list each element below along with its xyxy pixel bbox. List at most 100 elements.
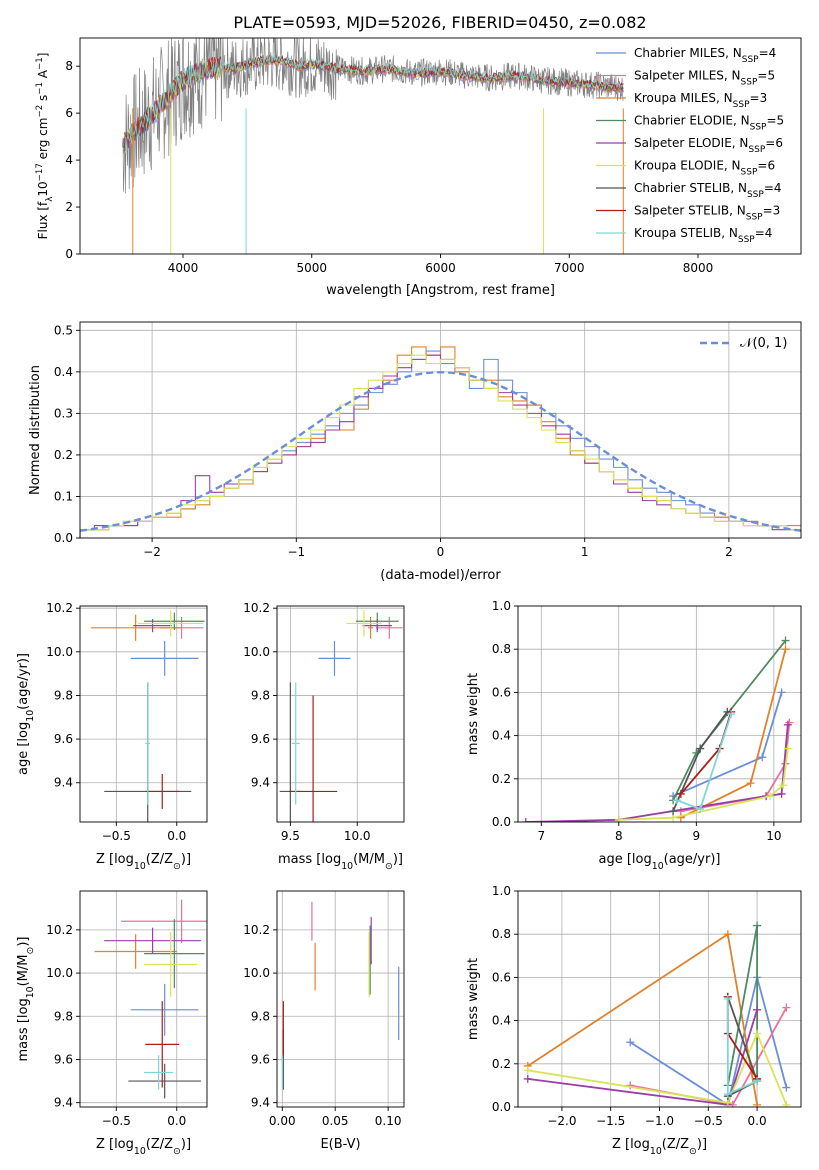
y-tick-label: 2 xyxy=(65,200,73,214)
x-tick-label: 0.05 xyxy=(322,1114,349,1128)
legend-label: Kroupa MILES, NSSP=3 xyxy=(634,91,767,110)
error-bar-point xyxy=(318,640,351,676)
weight-marker xyxy=(783,720,792,729)
y-tick-label: 6 xyxy=(65,106,73,120)
axes-frame xyxy=(276,605,405,823)
y-axis-label: mass weight xyxy=(466,673,481,755)
x-tick-label: 2 xyxy=(725,545,733,559)
weight-marker xyxy=(669,807,678,816)
x-tick-label: 7 xyxy=(537,829,545,843)
weight-marker xyxy=(782,1003,791,1012)
x-tick-label: −1.0 xyxy=(645,1114,674,1128)
weight-marker xyxy=(779,781,788,790)
y-tick-label: 10.0 xyxy=(46,645,73,659)
weight-line xyxy=(527,1031,788,1106)
error-bar-point xyxy=(121,899,207,943)
error-bar-point xyxy=(144,612,205,630)
y-tick-label: 0.2 xyxy=(492,772,511,786)
y-tick-label: 9.8 xyxy=(251,688,270,702)
axes-frame xyxy=(79,605,208,823)
weight-marker xyxy=(523,1066,532,1075)
y-axis-label: mass [log10(M/M⊙)] xyxy=(16,937,36,1062)
x-axis-label: Z [log10(Z/Z⊙)] xyxy=(96,1137,191,1157)
y-tick-label: 0.6 xyxy=(492,685,511,699)
x-axis-label: age [log10(age/yr)] xyxy=(599,852,721,872)
y-tick-label: 9.4 xyxy=(251,1096,270,1110)
weight-marker xyxy=(626,1081,635,1090)
x-tick-label: 7000 xyxy=(554,261,585,275)
grid xyxy=(518,891,801,1107)
x-axis-label: wavelength [Angstrom, rest frame] xyxy=(326,283,555,298)
weight-series xyxy=(523,930,762,1107)
weight-line xyxy=(676,713,733,811)
weight-line xyxy=(525,724,789,822)
weight-marker xyxy=(523,1074,532,1083)
error-bar-point xyxy=(145,1001,180,1088)
y-tick-label: 0.0 xyxy=(492,1100,511,1114)
y-tick-label: 9.4 xyxy=(54,776,73,790)
weight-marker xyxy=(753,1100,762,1107)
y-tick-label: 0.2 xyxy=(54,448,73,462)
weight-series xyxy=(523,1029,791,1107)
error-bar-point xyxy=(291,682,300,805)
y-tick-label: 9.4 xyxy=(251,776,270,790)
x-tick-label: −2 xyxy=(143,545,161,559)
x-tick-label: 0.10 xyxy=(375,1114,402,1128)
y-tick-label: 9.6 xyxy=(251,1052,270,1066)
y-tick-label: 10.0 xyxy=(243,966,270,980)
weight-marker xyxy=(676,813,685,822)
weight-series xyxy=(523,1005,762,1107)
y-tick-label: 9.6 xyxy=(251,732,270,746)
x-tick-label: 8000 xyxy=(683,261,714,275)
weight-marker xyxy=(672,796,681,805)
legend-label: Salpeter ELODIE, NSSP=6 xyxy=(634,136,783,155)
legend-label: Chabrier STELIB, NSSP=4 xyxy=(634,181,782,200)
histogram-series xyxy=(80,354,801,538)
grid xyxy=(277,891,404,1107)
plot-area xyxy=(518,891,801,1107)
weight-marker xyxy=(781,636,790,645)
panel-weight_vs_Z: −2.0 −1.5 −1.0 −0.5 0.0 0.0 0.2 0.4 0.6 0.8 1.0 Z [… xyxy=(466,884,802,1157)
x-tick-label: 0.0 xyxy=(167,1114,186,1128)
x-tick-label: 8 xyxy=(615,829,623,843)
axes-frame xyxy=(79,890,208,1108)
weight-series xyxy=(614,744,792,822)
y-tick-label: 0.8 xyxy=(492,927,511,941)
weight-marker xyxy=(782,1100,791,1107)
y-tick-label: 0.1 xyxy=(54,489,73,503)
weight-line xyxy=(726,925,758,1086)
weight-marker xyxy=(723,930,732,939)
x-tick-label: 9.5 xyxy=(281,829,300,843)
weight-marker xyxy=(753,1005,762,1014)
panel-residuals: −2 −1 0 1 2 0.0 0.1 0.2 0.3 0.4 0.5 (data-model)/er… xyxy=(28,321,802,583)
panel-mass_vs_Z: −0.5 0.0 9.4 9.6 9.8 10.0 10.2 Z [log10(Z/Z⊙)] m… xyxy=(16,890,208,1157)
y-tick-label: 10.2 xyxy=(243,601,270,615)
weight-marker xyxy=(521,818,530,822)
x-axis-label: E(B-V) xyxy=(320,1137,360,1152)
x-tick-label: 10 xyxy=(766,829,781,843)
y-tick-label: 0.8 xyxy=(492,642,511,656)
error-bar-point xyxy=(362,619,392,633)
x-axis-label: Z [log10(Z/Z⊙)] xyxy=(612,1137,707,1157)
histogram-series xyxy=(80,354,801,538)
panel-age_vs_Z: −0.5 0.0 9.4 9.6 9.8 10.0 10.2 Z [log10(Z/Z⊙)] a… xyxy=(16,601,208,872)
weight-marker xyxy=(758,753,767,762)
y-axis-label: Flux [fλ10−17 erg cm−2 s−1 A−1] xyxy=(35,53,55,240)
weight-marker xyxy=(614,815,623,822)
x-tick-label: 9 xyxy=(693,829,701,843)
x-tick-label: −0.5 xyxy=(694,1114,723,1128)
grid xyxy=(80,891,207,1107)
x-tick-label: 0 xyxy=(437,545,445,559)
y-tick-label: 9.4 xyxy=(54,1096,73,1110)
plot-area xyxy=(122,38,624,254)
x-tick-label: 5000 xyxy=(296,261,327,275)
x-axis-label: mass [log10(M/M⊙)] xyxy=(278,852,403,872)
weight-marker xyxy=(777,789,786,798)
spectrum-legend: Chabrier MILES, NSSP=4 Salpeter MILES, NS… xyxy=(596,46,784,245)
error-bar-point xyxy=(133,619,172,633)
weight-marker xyxy=(753,1077,762,1086)
x-tick-label: 4000 xyxy=(168,261,199,275)
y-tick-label: 0.2 xyxy=(492,1057,511,1071)
weight-series xyxy=(672,710,736,814)
panel-weight_vs_age: 7 8 9 10 0.0 0.2 0.4 0.6 0.8 1.0 age [log10(age/yr… xyxy=(466,599,802,872)
